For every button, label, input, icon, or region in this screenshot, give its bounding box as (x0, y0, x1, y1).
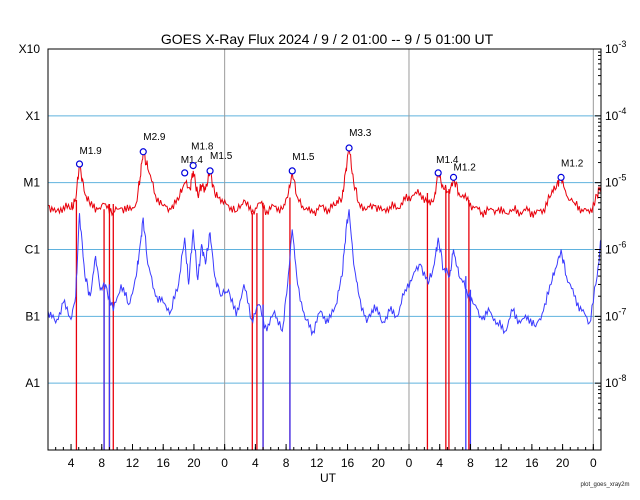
flare-peak-label: M1.2 (454, 162, 477, 173)
x-tick-label: 16 (157, 456, 171, 470)
x-tick-label: 0 (221, 456, 228, 470)
x-tick-label: 20 (372, 456, 386, 470)
x-tick-label: 16 (341, 456, 355, 470)
x-tick-label: 8 (467, 456, 474, 470)
series-line-long-channel (47, 147, 602, 218)
flare-peak-label: M3.3 (349, 128, 372, 139)
flare-class-label: B1 (25, 309, 40, 323)
flare-class-label: M1 (23, 176, 40, 190)
flare-peak-marker (75, 160, 84, 168)
flux-axis-label: 10-6 (605, 240, 626, 257)
flare-peak-label: M1.4 (181, 155, 204, 166)
flare-peak-label: M1.5 (292, 152, 315, 163)
flare-class-label: X10 (19, 42, 41, 56)
x-tick-label: 0 (406, 456, 413, 470)
flare-peak-marker (557, 173, 565, 181)
x-tick-label: 4 (252, 456, 259, 470)
flare-peak-marker (288, 167, 296, 175)
x-tick-label: 12 (310, 456, 324, 470)
x-tick-label: 20 (556, 456, 570, 470)
x-tick-label: 12 (494, 456, 508, 470)
flare-peak-label: M1.2 (561, 158, 584, 169)
flare-peak-marker (434, 169, 442, 177)
flux-axis-label: 10-4 (605, 106, 626, 123)
gridlines (48, 49, 601, 450)
chart-title: GOES X-Ray Flux 2024 / 9 / 2 01:00 -- 9 … (161, 31, 494, 47)
flare-peak-label: M1.9 (79, 146, 102, 157)
series-line-short-channel (47, 209, 602, 337)
flux-axis-label: 10-7 (605, 306, 626, 323)
flare-annotations: M1.9M2.9M1.4M1.8M1.5 M1.5M3.3M1.4M1.2 M1.2 (75, 128, 584, 181)
flare-peak-label: M2.9 (143, 132, 166, 143)
footer-note: plot_goes_xray2m (580, 482, 629, 488)
x-axis-label: UT (320, 471, 337, 485)
x-tick-label: 8 (98, 456, 105, 470)
flare-peak-marker (206, 167, 214, 175)
flare-peak-marker (449, 173, 458, 181)
flare-peak-marker (181, 169, 189, 177)
left-axis-labels: A1 B1 C1 M1 X1 X10 (19, 42, 41, 390)
x-tick-label: 12 (126, 456, 140, 470)
data-series (47, 147, 602, 450)
flare-peak-label: M1.5 (210, 151, 233, 162)
x-tick-label: 20 (187, 456, 201, 470)
flux-axis-label: 10-3 (605, 39, 626, 56)
flux-axis-label: 10-8 (605, 373, 626, 390)
flare-class-label: C1 (25, 243, 41, 257)
flare-peak-label: M1.4 (436, 155, 459, 166)
x-tick-label: 0 (590, 456, 597, 470)
x-tick-label: 4 (436, 456, 443, 470)
x-tick-label: 4 (68, 456, 75, 470)
x-axis: 4 8 12 16 20 0 4 8 12 16 20 0 4 8 12 16 20 0 (47, 444, 602, 470)
flare-peak-label: M1.8 (191, 142, 214, 153)
right-axis-labels: 10-8 10-7 10-6 10-5 10-4 10-3 (595, 39, 626, 431)
flare-peak-marker (189, 162, 197, 170)
flare-peak-marker (139, 148, 147, 156)
x-tick-label: 8 (283, 456, 290, 470)
flare-peak-marker (345, 144, 353, 152)
x-tick-label: 16 (525, 456, 539, 470)
flare-class-label: A1 (25, 376, 40, 390)
flux-axis-label: 10-5 (605, 173, 626, 190)
flare-class-label: X1 (25, 109, 40, 123)
